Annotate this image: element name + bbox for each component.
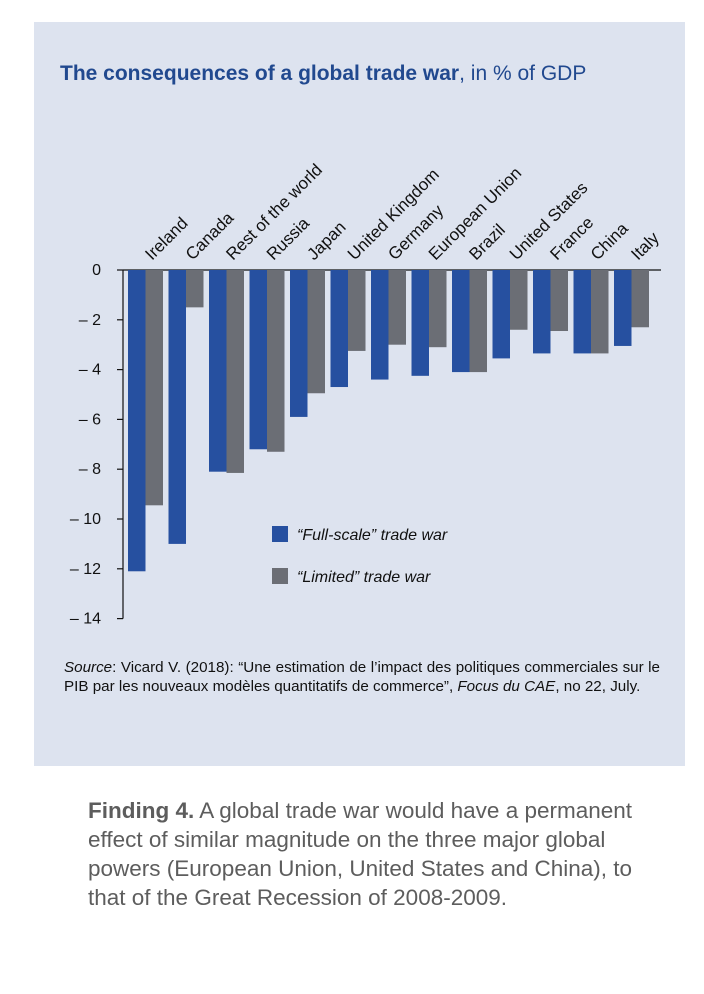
chart-title-main: The consequences of a global trade war [60,62,460,85]
bars [128,270,649,572]
source-note: Source: Vicard V. (2018): “Une estimatio… [64,658,660,696]
bar-full-scale [290,270,308,417]
source-journal: Focus du CAE [457,678,556,695]
bar-limited [469,270,487,373]
legend-label-limited: “Limited” trade war [297,569,431,586]
bar-limited [145,270,163,506]
finding-lead: Finding 4. [88,798,195,823]
y-tick-label: – 14 [70,611,101,628]
bar-full-scale [330,270,348,388]
finding-caption: Finding 4. A global trade war would have… [88,796,648,912]
finding-text: A global trade war would have a permanen… [88,798,633,910]
y-tick-label: – 12 [70,561,101,578]
bar-limited [550,270,568,332]
bar-limited [186,270,204,308]
bar-limited [388,270,406,345]
bar-full-scale [168,270,186,544]
bar-limited [591,270,609,354]
bar-full-scale [411,270,429,376]
legend-swatch-limited [272,568,288,584]
bar-full-scale [209,270,227,472]
bar-limited [510,270,528,330]
bar-limited [429,270,447,348]
legend: “Full-scale” trade war “Limited” trade wa… [272,526,448,586]
bar-full-scale [128,270,146,572]
chart-title-unit: , in % of GDP [459,62,587,85]
y-tick-label: – 2 [79,312,101,329]
bar-limited [631,270,649,328]
bar-limited [226,270,244,473]
y-tick-label: – 4 [79,362,101,379]
legend-label-full-scale: “Full-scale” trade war [297,527,448,544]
y-tick-label: – 10 [70,511,101,528]
bar-full-scale [533,270,551,354]
category-label: Italy [627,228,663,264]
source-text-2: , no 22, July. [555,678,641,695]
y-axis: 0 – 2 – 4 – 6 – 8 – 10 – 12 – 14 [70,262,661,628]
legend-swatch-full-scale [272,526,288,542]
source-text-1: : Vicard V. (2018): “Une estimation de l… [64,659,660,695]
bar-full-scale [249,270,267,450]
y-tick-label: – 8 [79,461,101,478]
chart-title: The consequences of a global trade war, … [60,62,586,86]
bar-full-scale [573,270,591,354]
category-label: Ireland [141,214,191,264]
bar-limited [267,270,285,452]
bar-full-scale [492,270,510,359]
y-tick-label: 0 [92,262,101,279]
y-tick-label: – 6 [79,411,101,428]
bar-limited [307,270,325,394]
bar-limited [348,270,366,351]
bar-full-scale [614,270,632,346]
source-label: Source [64,659,113,676]
bar-full-scale [452,270,470,373]
bar-full-scale [371,270,389,380]
